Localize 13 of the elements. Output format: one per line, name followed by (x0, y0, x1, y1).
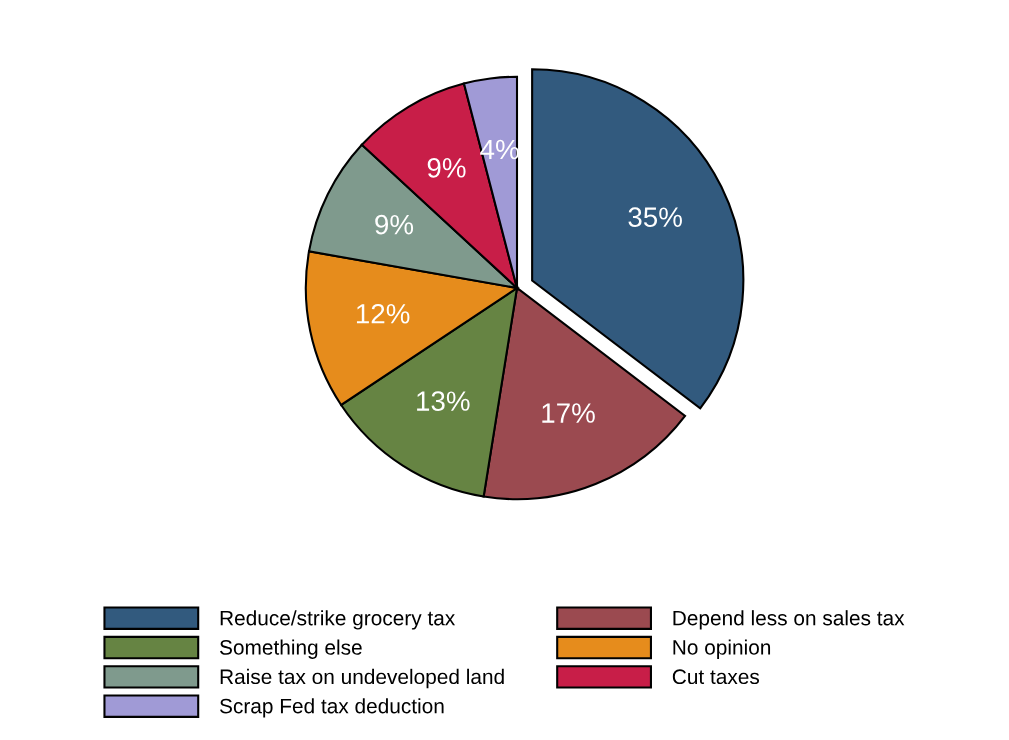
legend-label: Scrap Fed tax deduction (219, 698, 444, 718)
legend-label: Depend less on sales tax (673, 610, 905, 630)
data-label: 9% (375, 214, 414, 235)
data-label: 9% (427, 158, 466, 178)
legend-label: Cut taxes (672, 669, 760, 685)
legend-label: Reduce/strike grocery tax (220, 610, 456, 630)
legend-label: No opinion (673, 639, 771, 659)
data-label: 12% (356, 303, 410, 324)
legend-label: Raise tax on undeveloped land (220, 668, 504, 689)
legend-label: Something else (219, 639, 362, 659)
data-label: 17% (542, 403, 595, 423)
data-label: 35% (628, 207, 682, 227)
data-label: 13% (417, 391, 470, 411)
